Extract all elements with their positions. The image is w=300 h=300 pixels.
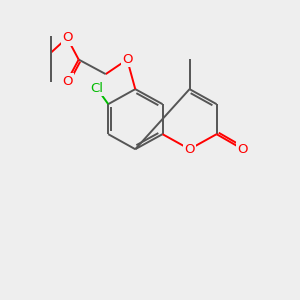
Text: O: O — [62, 31, 72, 44]
Text: O: O — [184, 143, 195, 156]
Text: O: O — [122, 53, 132, 66]
Text: O: O — [62, 74, 72, 88]
Text: Cl: Cl — [91, 82, 104, 95]
Text: O: O — [237, 143, 248, 156]
